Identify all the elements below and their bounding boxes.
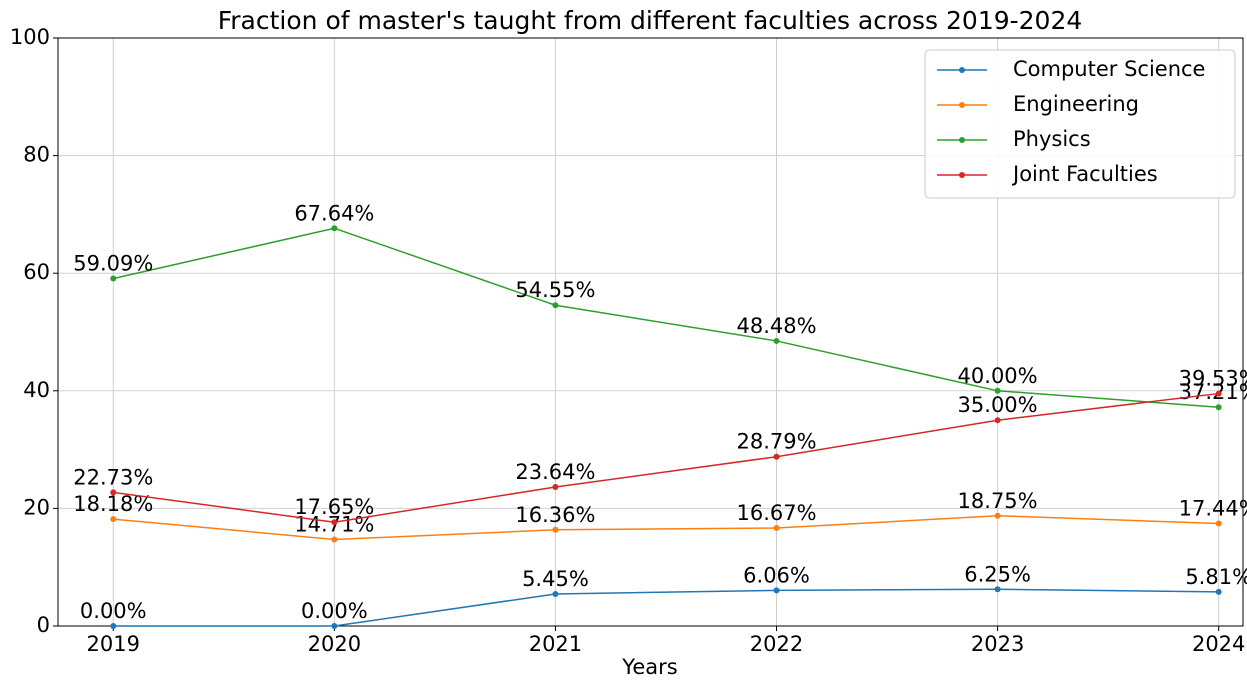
data-label: 5.45% [522, 567, 589, 591]
legend-label: Engineering [1013, 92, 1139, 116]
point [552, 590, 559, 597]
series-line [113, 227, 1219, 408]
point [994, 586, 1001, 593]
x-tick-label: 2023 [971, 632, 1024, 656]
data-label: 35.00% [958, 393, 1038, 417]
legend-label: Joint Faculties [1011, 162, 1158, 186]
point [331, 225, 338, 232]
point [552, 302, 559, 309]
x-tick-label: 2022 [750, 632, 803, 656]
point [110, 623, 117, 629]
data-label: 0.00% [301, 599, 368, 623]
series-line [113, 588, 1219, 627]
point [110, 275, 117, 282]
point [552, 483, 559, 490]
y-tick-label: 60 [23, 260, 50, 284]
y-tick-label: 20 [23, 495, 50, 519]
x-tick-label: 2021 [529, 632, 582, 656]
x-tick-label: 2019 [87, 632, 140, 656]
point [773, 453, 780, 460]
x-tick-label: 2020 [308, 632, 361, 656]
data-label: 23.64% [515, 460, 595, 484]
data-label: 18.18% [73, 492, 153, 516]
data-label: 37.21% [1179, 380, 1247, 404]
data-label: 5.81% [1185, 565, 1247, 589]
chart-title: Fraction of master's taught from differe… [218, 6, 1083, 35]
data-label: 48.48% [736, 314, 816, 338]
plot-frame [57, 37, 1244, 627]
y-tick-label: 80 [23, 143, 50, 167]
x-axis-label: Years [621, 655, 677, 679]
data-label: 39.53% [1179, 367, 1247, 391]
data-label: 54.55% [515, 278, 595, 302]
x-tick-label: 2024 [1192, 632, 1245, 656]
point [994, 512, 1001, 519]
point [1215, 404, 1222, 411]
point [773, 337, 780, 344]
series-line [113, 514, 1219, 541]
point [110, 516, 117, 523]
data-label: 6.06% [743, 563, 810, 587]
point [1215, 390, 1222, 397]
data-label: 16.36% [515, 503, 595, 527]
point [552, 526, 559, 533]
legend-marker [959, 102, 965, 108]
legend-marker [959, 172, 965, 178]
point [110, 489, 117, 496]
point [773, 587, 780, 594]
data-label: 16.67% [736, 501, 816, 525]
series-line [113, 392, 1219, 523]
data-label: 22.73% [73, 465, 153, 489]
data-label: 67.64% [294, 201, 374, 225]
data-label: 59.09% [73, 252, 153, 276]
legend-box [924, 49, 1236, 199]
data-label: 17.44% [1179, 496, 1247, 520]
y-tick-label: 100 [10, 25, 50, 49]
legend-marker [959, 67, 965, 73]
point [1215, 588, 1222, 595]
data-label: 17.65% [294, 495, 374, 519]
point [331, 536, 338, 543]
data-label: 6.25% [964, 562, 1031, 586]
legend-label: Physics [1013, 127, 1091, 151]
data-label: 28.79% [736, 430, 816, 454]
y-tick-label: 0 [37, 613, 50, 637]
point [331, 519, 338, 526]
point [331, 623, 338, 629]
legend-marker [959, 137, 965, 143]
point [994, 387, 1001, 394]
y-tick-label: 40 [23, 378, 50, 402]
data-label: 18.75% [958, 489, 1038, 513]
point [773, 524, 780, 531]
point [1215, 520, 1222, 527]
point [994, 417, 1001, 424]
data-label: 0.00% [80, 599, 147, 623]
legend-label: Computer Science [1013, 57, 1205, 81]
data-label: 40.00% [958, 364, 1038, 388]
